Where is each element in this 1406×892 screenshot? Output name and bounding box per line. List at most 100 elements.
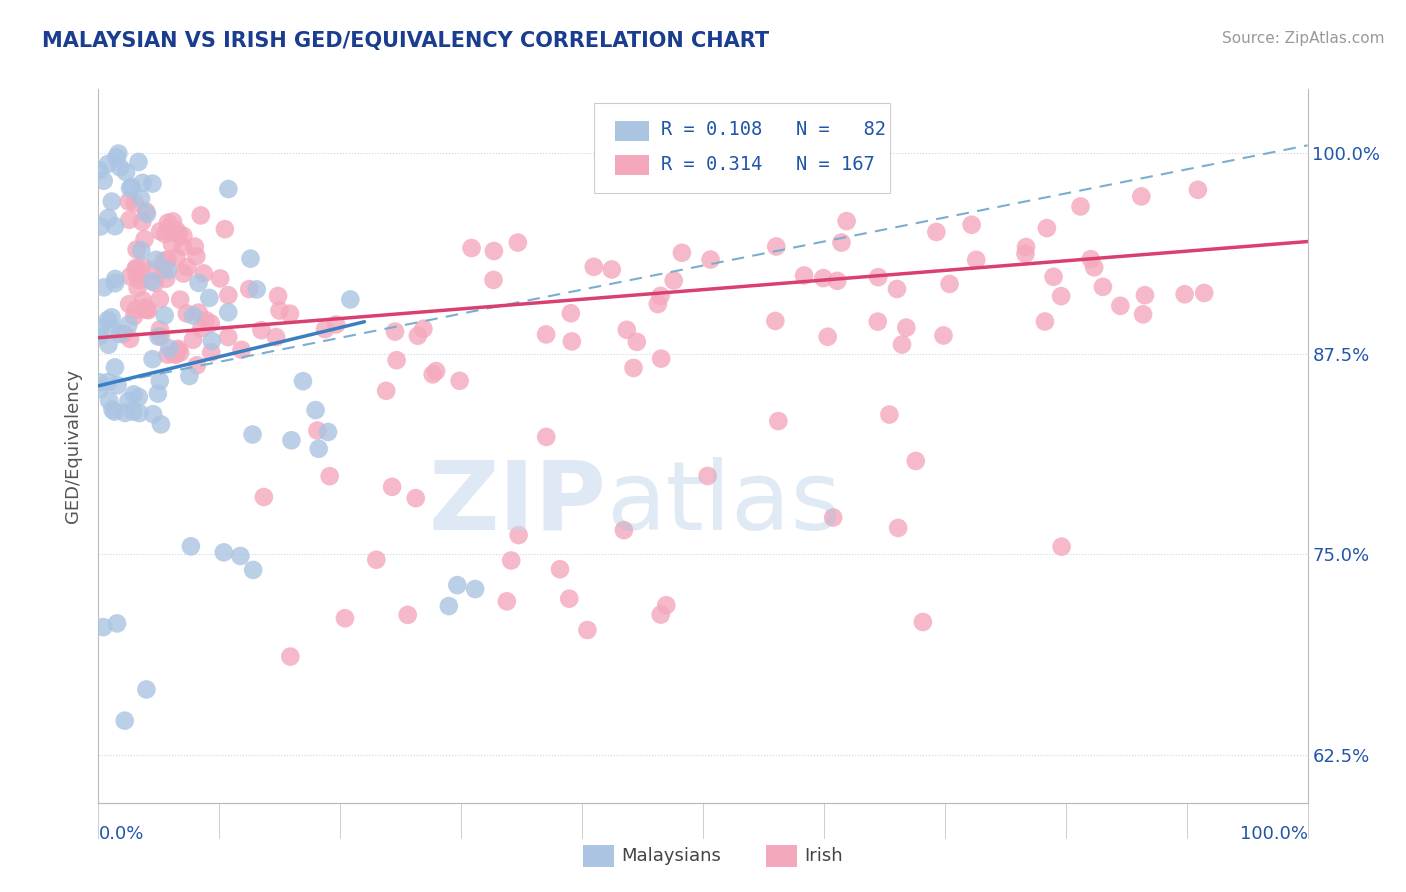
Point bbox=[925, 225, 948, 239]
Text: MALAYSIAN VS IRISH GED/EQUIVALENCY CORRELATION CHART: MALAYSIAN VS IRISH GED/EQUIVALENCY CORRE… bbox=[42, 31, 769, 51]
Point bbox=[89, 382, 111, 396]
Point bbox=[124, 303, 146, 318]
Point bbox=[696, 469, 718, 483]
Point bbox=[1033, 314, 1056, 328]
Point bbox=[239, 252, 262, 266]
Point bbox=[134, 232, 156, 246]
Point bbox=[267, 289, 290, 303]
Point bbox=[825, 274, 848, 288]
Point bbox=[118, 181, 141, 195]
Point bbox=[128, 273, 150, 287]
Point bbox=[91, 620, 114, 634]
Point bbox=[149, 292, 172, 306]
Point bbox=[108, 161, 131, 175]
Point bbox=[93, 280, 115, 294]
Point bbox=[381, 480, 404, 494]
Point bbox=[149, 417, 172, 432]
Point bbox=[217, 288, 239, 302]
Point bbox=[89, 329, 111, 343]
Point bbox=[214, 222, 236, 236]
Point bbox=[141, 177, 163, 191]
Point bbox=[938, 277, 960, 291]
Point bbox=[193, 267, 215, 281]
Point bbox=[145, 252, 167, 267]
Point bbox=[180, 539, 202, 553]
Point bbox=[142, 407, 165, 421]
Point bbox=[613, 523, 636, 537]
Point bbox=[128, 406, 150, 420]
Point bbox=[495, 594, 517, 608]
Text: Source: ZipAtlas.com: Source: ZipAtlas.com bbox=[1222, 31, 1385, 46]
Point bbox=[131, 215, 153, 229]
Point bbox=[125, 268, 148, 283]
Point bbox=[366, 552, 388, 566]
Point bbox=[134, 301, 156, 315]
Point bbox=[482, 244, 505, 258]
Point bbox=[129, 244, 152, 258]
Point bbox=[201, 334, 224, 348]
Point bbox=[506, 235, 529, 250]
Y-axis label: GED/Equivalency: GED/Equivalency bbox=[65, 369, 83, 523]
Point bbox=[534, 327, 557, 342]
Point bbox=[879, 408, 901, 422]
Point bbox=[647, 297, 669, 311]
Point bbox=[121, 180, 143, 194]
Point bbox=[124, 196, 146, 211]
Point bbox=[128, 390, 150, 404]
Point bbox=[142, 263, 165, 277]
Point bbox=[167, 342, 190, 356]
Point bbox=[160, 226, 183, 240]
Point bbox=[278, 649, 301, 664]
Point bbox=[132, 293, 155, 308]
Point bbox=[269, 303, 291, 318]
Point bbox=[187, 276, 209, 290]
Point bbox=[129, 191, 152, 205]
Point bbox=[1050, 540, 1073, 554]
Point bbox=[887, 521, 910, 535]
Point bbox=[131, 176, 153, 190]
Point bbox=[181, 333, 204, 347]
Point bbox=[318, 469, 340, 483]
Point bbox=[616, 323, 638, 337]
Point bbox=[460, 241, 482, 255]
Point bbox=[141, 274, 163, 288]
Point bbox=[932, 328, 955, 343]
Point bbox=[264, 330, 287, 344]
Point bbox=[866, 315, 889, 329]
FancyBboxPatch shape bbox=[595, 103, 890, 193]
Point bbox=[97, 337, 120, 351]
Point bbox=[148, 330, 170, 344]
Point bbox=[149, 224, 172, 238]
Point bbox=[152, 253, 174, 268]
Point bbox=[117, 394, 139, 409]
Point bbox=[194, 313, 217, 327]
Point bbox=[124, 262, 146, 277]
Point bbox=[650, 289, 672, 303]
Point bbox=[1187, 183, 1209, 197]
Point bbox=[333, 611, 356, 625]
Point bbox=[118, 194, 141, 209]
Point bbox=[768, 414, 790, 428]
Point bbox=[153, 227, 176, 241]
Point bbox=[396, 607, 419, 622]
Point bbox=[157, 342, 180, 356]
Point bbox=[118, 212, 141, 227]
Point bbox=[449, 374, 471, 388]
Point bbox=[156, 348, 179, 362]
Point bbox=[823, 510, 845, 524]
Point bbox=[156, 216, 179, 230]
Point bbox=[149, 322, 172, 336]
Point bbox=[112, 327, 135, 342]
Point bbox=[157, 263, 180, 277]
Point bbox=[97, 313, 120, 327]
Point bbox=[699, 252, 721, 267]
Point bbox=[184, 239, 207, 253]
Point bbox=[231, 343, 253, 357]
Text: 100.0%: 100.0% bbox=[1240, 825, 1308, 843]
Point bbox=[1015, 240, 1038, 254]
Point bbox=[118, 297, 141, 311]
Point bbox=[105, 616, 128, 631]
Point bbox=[1014, 246, 1036, 260]
Text: ZIP: ZIP bbox=[429, 457, 606, 549]
Point bbox=[250, 323, 273, 337]
